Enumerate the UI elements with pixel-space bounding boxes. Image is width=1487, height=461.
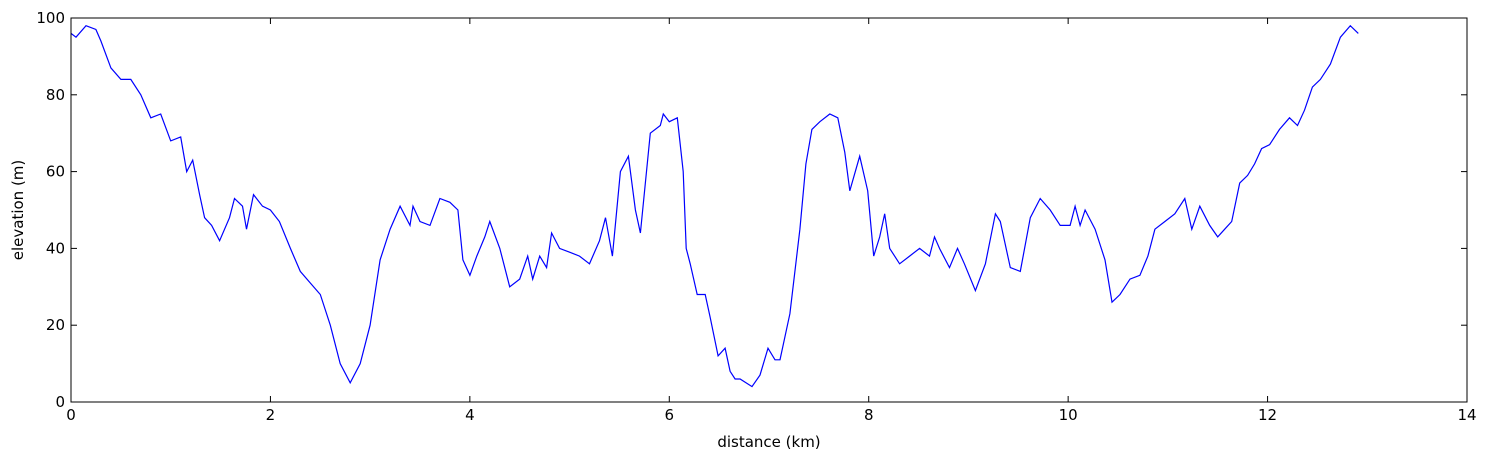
x-tick-label: 0 [66,406,76,424]
x-tick-label: 4 [465,406,475,424]
x-tick-label: 14 [1457,406,1476,424]
y-tick-label: 20 [46,316,65,334]
x-tick-label: 10 [1059,406,1078,424]
x-axis-label: distance (km) [717,433,820,451]
y-axis-label: elevation (m) [9,160,27,261]
x-tick-label: 2 [266,406,276,424]
plot-frame [70,17,1468,403]
x-tick-label: 8 [864,406,874,424]
y-tick-label: 0 [55,393,65,411]
y-tick-label: 80 [46,86,65,104]
y-tick-label: 60 [46,163,65,181]
y-tick-label: 40 [46,239,65,257]
y-tick-label: 100 [36,9,65,27]
x-tick-label: 6 [665,406,675,424]
elevation-line [70,24,1359,388]
x-tick-label: 12 [1258,406,1277,424]
